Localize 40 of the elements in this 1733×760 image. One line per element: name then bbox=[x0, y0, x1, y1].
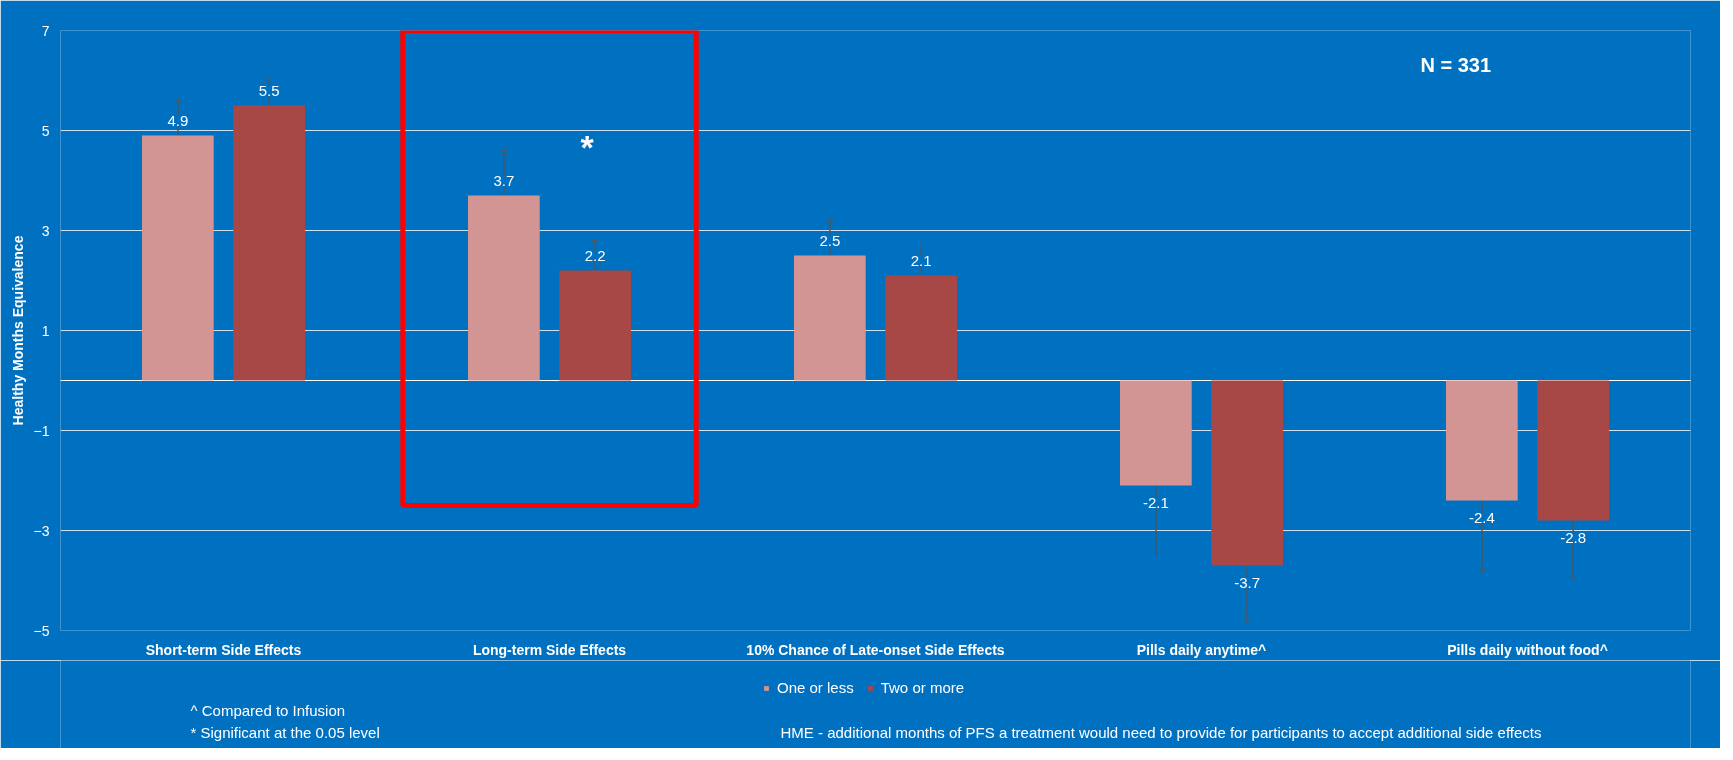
bar bbox=[794, 255, 866, 381]
data-label: 2.1 bbox=[910, 251, 932, 269]
data-label: 2.2 bbox=[584, 246, 606, 264]
data-label: -3.7 bbox=[1234, 574, 1261, 591]
bar bbox=[1446, 380, 1518, 501]
bar bbox=[559, 270, 631, 381]
text: HME - additional months of PFS a treatment would need to provide for participants to accept additional side effects bbox=[780, 723, 1542, 741]
bar bbox=[233, 105, 305, 381]
data-label: 4.9 bbox=[167, 111, 189, 129]
y-tick-label: 7 bbox=[41, 22, 50, 39]
y-tick-label: 3 bbox=[41, 222, 50, 239]
y-tick-label: −3 bbox=[33, 522, 50, 539]
legend-label: One or less bbox=[777, 679, 854, 696]
data-label: 2.5 bbox=[819, 231, 841, 249]
bar bbox=[885, 275, 957, 381]
annotation: * bbox=[580, 127, 595, 166]
y-tick-label: 5 bbox=[41, 122, 50, 139]
data-label: -2.8 bbox=[1560, 529, 1587, 546]
bar bbox=[1120, 380, 1192, 486]
legend-label: Two or more bbox=[880, 679, 965, 696]
x-tick-label: Short-term Side Effects bbox=[145, 641, 302, 658]
text: ^ Compared to Infusion bbox=[190, 701, 346, 719]
x-tick-label: Pills daily anytime^ bbox=[1136, 641, 1267, 658]
text: * Significant at the 0.05 level bbox=[190, 723, 380, 741]
x-tick-label: Pills daily without food^ bbox=[1447, 641, 1608, 658]
x-tick-label: 10% Chance of Late-onset Side Effects bbox=[746, 641, 1005, 658]
data-label: 3.7 bbox=[493, 171, 515, 189]
bar bbox=[1537, 380, 1609, 521]
bar bbox=[142, 135, 214, 381]
data-label: -2.1 bbox=[1142, 494, 1169, 511]
y-axis-title: Healthy Months Equivalence bbox=[9, 235, 26, 426]
bar bbox=[468, 195, 540, 381]
y-tick-label: 1 bbox=[41, 322, 50, 339]
data-label: 5.5 bbox=[258, 81, 280, 99]
y-tick-label: −5 bbox=[33, 622, 50, 639]
annotation: N = 331 bbox=[1420, 53, 1492, 76]
bar bbox=[1211, 380, 1283, 566]
y-tick-label: −1 bbox=[33, 422, 50, 439]
data-label: -2.4 bbox=[1468, 509, 1495, 526]
x-tick-label: Long-term Side Effects bbox=[472, 641, 627, 658]
